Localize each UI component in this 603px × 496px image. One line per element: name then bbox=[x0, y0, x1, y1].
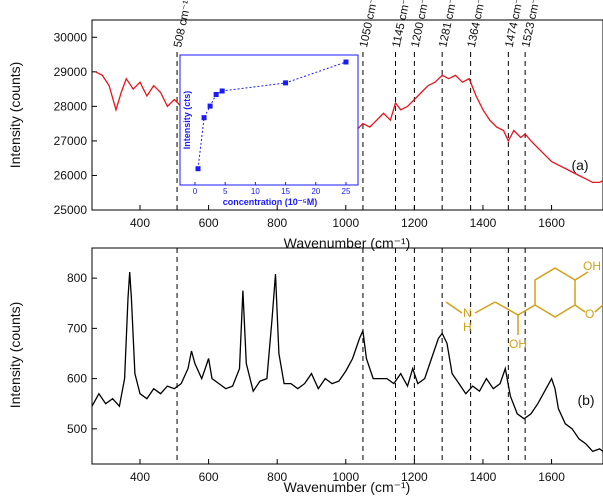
panel-b-xtick-label: 1600 bbox=[538, 470, 565, 484]
panel-a-xtick-label: 1600 bbox=[538, 216, 565, 230]
inset-ticks: 0 5 10 15 20 25 bbox=[193, 182, 351, 196]
inset-frame bbox=[179, 54, 359, 186]
panel-a-ylabel: Intensity (counts) bbox=[7, 62, 23, 169]
panel-b-xtick-label: 1400 bbox=[470, 470, 497, 484]
inset-point bbox=[201, 115, 207, 121]
panel-b-xtick-label: 1200 bbox=[401, 470, 428, 484]
panel-b-spectrum-line bbox=[91, 272, 603, 453]
bond-ch2-n bbox=[474, 301, 496, 314]
panel-a-label: (a) bbox=[571, 157, 588, 173]
panel-b-ytick-label: 500 bbox=[67, 422, 87, 436]
inset-point bbox=[207, 103, 213, 109]
panel-a-annotation-label: 1364 cm⁻¹ bbox=[466, 0, 489, 49]
bond-ch2 bbox=[494, 301, 519, 316]
panel-b-xtick-label: 800 bbox=[267, 470, 287, 484]
panel-a-ytick-label: 25000 bbox=[54, 203, 88, 217]
inset-xtick-label: 25 bbox=[342, 187, 351, 196]
panel-a-xtick-label: 1400 bbox=[470, 216, 497, 230]
oh-top-label: OH bbox=[583, 259, 601, 273]
inset-xtick-label: 20 bbox=[311, 187, 320, 196]
panel-a-frame bbox=[91, 19, 603, 211]
panel-a-ytick-label: 30000 bbox=[54, 30, 88, 44]
panel-b-frame bbox=[91, 247, 603, 465]
benzene-ring bbox=[534, 267, 576, 318]
inset: Intensity (cts) concentration (10⁻⁵M) 0 5… bbox=[179, 54, 359, 207]
inset-ylabel: Intensity (cts) bbox=[182, 91, 192, 150]
panel-a-xtick-label: 1200 bbox=[401, 216, 428, 230]
bond-methyl bbox=[594, 304, 603, 313]
nh-n-label: N bbox=[463, 306, 472, 320]
inset-xtick-label: 10 bbox=[251, 187, 260, 196]
panel-a-ytick-label: 29000 bbox=[54, 65, 88, 79]
panel-a-ytick-label: 28000 bbox=[54, 99, 88, 113]
panel-a-xtick-label: 1000 bbox=[332, 216, 359, 230]
panel-b-xtick-label: 400 bbox=[130, 470, 150, 484]
panel-a-annotation-label: 508 cm⁻¹ bbox=[172, 0, 194, 49]
panel-b-ytick-label: 700 bbox=[67, 321, 87, 335]
panel-b-annotation-lines bbox=[176, 248, 526, 464]
panel-a-ytick-label: 27000 bbox=[54, 134, 88, 148]
nh-h-label: H bbox=[463, 320, 472, 334]
panel-b-label: (b) bbox=[577, 392, 594, 408]
inset-point bbox=[283, 80, 289, 86]
inset-point bbox=[219, 88, 225, 94]
panel-a-annotation-label: 1200 cm⁻¹ bbox=[410, 0, 433, 49]
panel-a-xtick-label: 800 bbox=[267, 216, 287, 230]
inset-xlabel: concentration (10⁻⁵M) bbox=[223, 197, 318, 207]
oh-bottom-label: OH bbox=[509, 337, 527, 351]
molecule-structure bbox=[445, 267, 603, 335]
inset-xtick-label: 5 bbox=[223, 187, 228, 196]
inset-xtick-label: 15 bbox=[281, 187, 290, 196]
inset-point bbox=[195, 166, 201, 172]
bond-ome bbox=[574, 304, 586, 313]
panel-a-annotation-label: 1050 cm⁻¹ bbox=[358, 0, 381, 49]
panel-b-xlabel: Wavenumber (cm⁻¹) bbox=[284, 479, 411, 495]
methoxy-o-label: O bbox=[585, 307, 594, 321]
panel-b-ticks: 400 600 800 1000 1200 1400 1600 500 600 700 800 bbox=[67, 271, 565, 484]
inset-point bbox=[213, 91, 219, 97]
panel-a-xlabel: Wavenumber (cm⁻¹) bbox=[284, 235, 411, 251]
bond-n-methyl bbox=[445, 301, 463, 314]
panel-b-ytick-label: 600 bbox=[67, 372, 87, 386]
panel-b-xtick-label: 600 bbox=[199, 470, 219, 484]
bond-ring-chain bbox=[517, 304, 536, 316]
panel-a-ticks: 400 600 800 1000 1200 1400 1600 25000 26000 27000… bbox=[54, 30, 566, 230]
panel-b-ylabel: Intensity (counts) bbox=[7, 302, 23, 409]
bond-oh bbox=[574, 271, 589, 281]
panel-b-xtick-label: 1000 bbox=[332, 470, 359, 484]
panel-a-ytick-label: 26000 bbox=[54, 168, 88, 182]
panel-b-ytick-label: 800 bbox=[67, 271, 87, 285]
panel-b: Intensity (counts) Wavenumber (cm⁻¹) (b)… bbox=[7, 247, 603, 495]
panel-a-xtick-label: 400 bbox=[130, 216, 150, 230]
panel-a-xtick-label: 600 bbox=[199, 216, 219, 230]
inset-xtick-label: 0 bbox=[193, 187, 198, 196]
inset-point bbox=[343, 59, 349, 65]
panel-a-annotation-label: 1281 cm⁻¹ bbox=[437, 0, 460, 49]
inset-points bbox=[195, 59, 349, 172]
